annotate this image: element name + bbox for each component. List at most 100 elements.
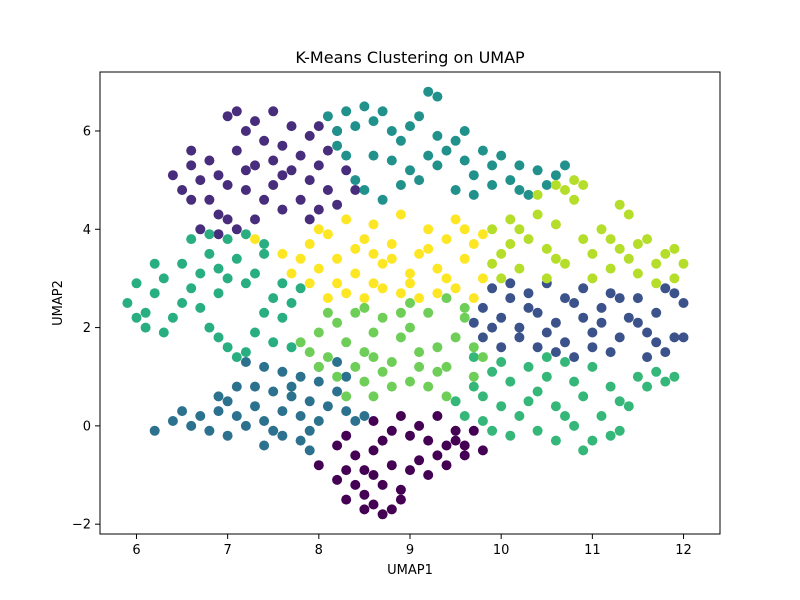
data-point — [587, 435, 598, 446]
data-point — [487, 224, 498, 235]
data-point — [632, 293, 643, 304]
data-point — [395, 411, 406, 421]
data-point — [213, 170, 224, 181]
data-point — [295, 411, 306, 421]
data-point — [304, 130, 315, 141]
data-point — [550, 170, 561, 181]
chart-title: K-Means Clustering on UMAP — [295, 48, 525, 67]
data-point — [523, 189, 534, 200]
data-point — [359, 465, 370, 476]
data-point — [295, 253, 306, 264]
data-point — [468, 352, 479, 363]
data-point — [550, 347, 561, 358]
data-point — [277, 312, 288, 323]
data-point — [423, 243, 434, 254]
data-point — [341, 465, 352, 476]
data-point — [240, 185, 251, 195]
data-point — [569, 175, 580, 186]
data-point — [386, 126, 397, 136]
data-point — [569, 420, 580, 431]
data-point — [177, 406, 188, 417]
data-point — [332, 474, 343, 485]
data-point — [496, 150, 507, 161]
data-point — [222, 273, 233, 284]
data-point — [669, 273, 680, 284]
data-point — [532, 165, 543, 176]
data-point — [213, 406, 224, 417]
data-point — [560, 293, 570, 304]
data-point — [477, 273, 488, 284]
data-point — [459, 440, 470, 451]
data-point — [386, 504, 397, 515]
data-point — [550, 435, 561, 446]
data-point — [277, 430, 288, 441]
data-point — [167, 416, 178, 426]
data-point — [259, 307, 270, 318]
points-layer — [122, 86, 689, 520]
data-point — [487, 160, 498, 171]
data-point — [614, 425, 625, 436]
data-point — [678, 298, 689, 308]
data-point — [441, 273, 452, 284]
data-point — [669, 243, 680, 254]
data-point — [177, 185, 188, 195]
data-point — [605, 430, 616, 441]
data-point — [213, 229, 224, 240]
data-point — [505, 376, 516, 387]
data-point — [140, 322, 151, 333]
data-point — [368, 327, 379, 338]
data-point — [450, 396, 461, 407]
data-point — [441, 361, 452, 372]
data-point — [368, 116, 379, 127]
data-point — [651, 278, 662, 289]
data-point — [313, 376, 324, 387]
data-point — [560, 357, 570, 367]
data-point — [213, 391, 224, 402]
data-point — [259, 248, 270, 259]
data-point — [468, 189, 479, 200]
data-point — [569, 298, 580, 308]
data-point — [623, 401, 634, 412]
data-point — [550, 180, 561, 190]
data-point — [632, 371, 643, 382]
data-point — [350, 361, 361, 372]
data-point — [322, 401, 333, 412]
data-point — [632, 239, 643, 249]
data-point — [642, 234, 653, 245]
data-point — [386, 357, 397, 367]
data-point — [623, 209, 634, 220]
data-point — [322, 352, 333, 363]
data-point — [614, 243, 625, 254]
data-point — [322, 185, 333, 195]
data-point — [350, 479, 361, 490]
data-point — [377, 312, 388, 323]
data-point — [377, 283, 388, 294]
data-point — [322, 293, 333, 304]
data-point — [122, 298, 133, 308]
data-point — [405, 121, 415, 132]
y-tick-label: −2 — [72, 518, 91, 533]
data-point — [195, 268, 206, 279]
data-point — [550, 401, 561, 412]
data-point — [496, 273, 507, 284]
data-point — [468, 317, 479, 328]
data-point — [468, 170, 479, 181]
data-point — [313, 121, 324, 132]
data-point — [614, 396, 625, 407]
data-point — [386, 425, 397, 436]
data-point — [177, 258, 188, 269]
data-point — [432, 288, 443, 299]
data-point — [332, 357, 343, 367]
data-point — [304, 425, 315, 436]
data-point — [158, 327, 169, 338]
data-point — [514, 160, 525, 171]
data-point — [468, 425, 479, 436]
data-point — [240, 357, 251, 367]
data-point — [277, 366, 288, 377]
data-point — [523, 361, 534, 372]
x-tick-label: 10 — [493, 543, 510, 558]
data-point — [414, 293, 425, 304]
data-point — [359, 101, 370, 112]
x-tick-label: 9 — [406, 543, 414, 558]
data-point — [377, 366, 388, 377]
